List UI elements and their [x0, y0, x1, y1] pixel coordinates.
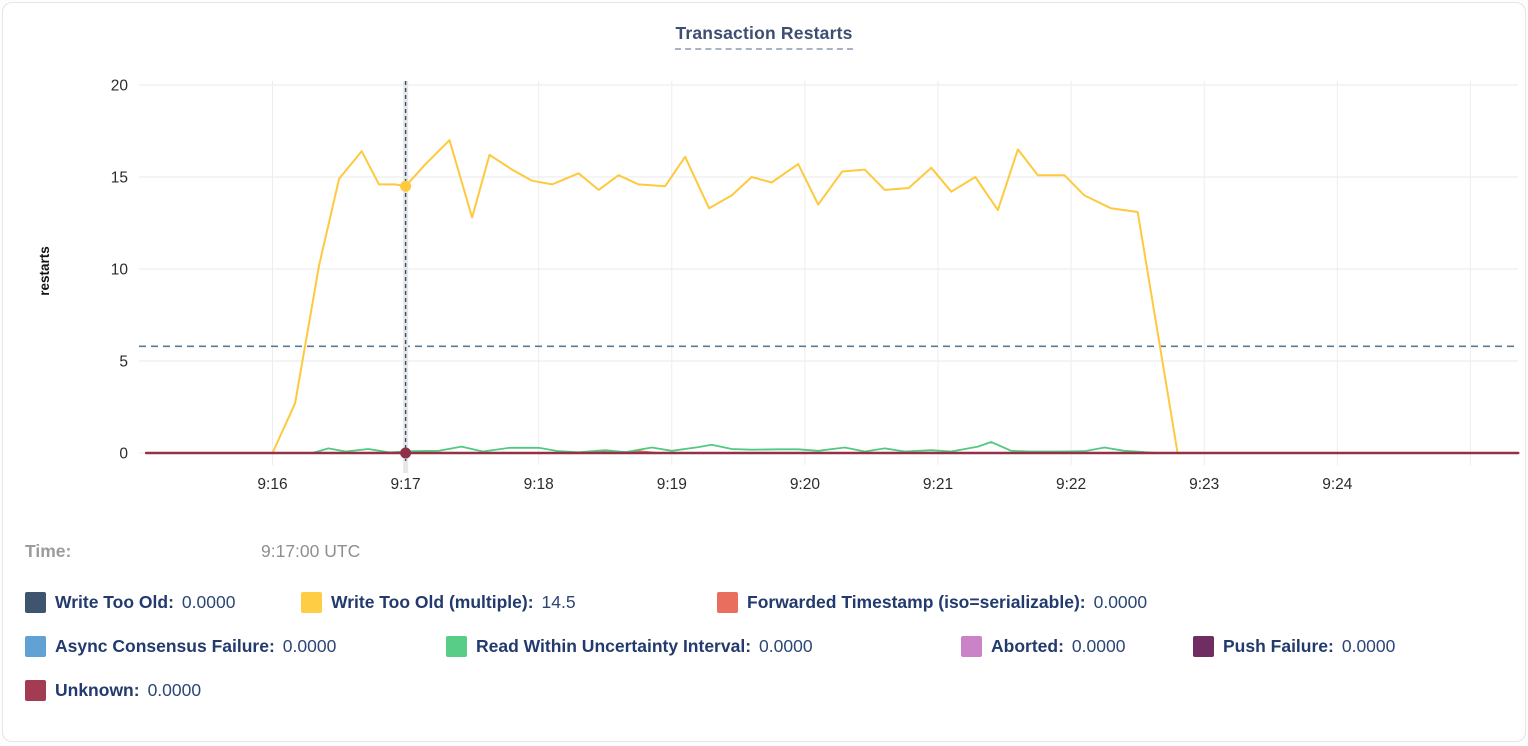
x-tick-label: 9:16 [257, 476, 287, 493]
legend-swatch-icon [25, 679, 46, 701]
y-tick-label: 10 [111, 262, 129, 279]
legend-label: Write Too Old (multiple): [331, 591, 534, 612]
y-tick-label: 0 [119, 446, 128, 463]
legend-swatch-icon [446, 635, 467, 657]
legend: Write Too Old: 0.0000 Write Too Old (multi… [25, 590, 1515, 722]
legend-swatch-icon [961, 635, 982, 657]
legend-item[interactable]: Read Within Uncertainty Interval: 0.0000 [446, 635, 961, 657]
legend-value: 0.0000 [1093, 591, 1148, 612]
legend-row-3: Unknown: 0.0000 [25, 678, 1515, 702]
legend-value: 0.0000 [759, 635, 813, 656]
gridlines [139, 81, 1518, 465]
y-tick-label: 5 [119, 354, 128, 371]
legend-item[interactable]: Unknown: 0.0000 [25, 679, 202, 701]
legend-row-1: Write Too Old: 0.0000 Write Too Old (multi… [25, 590, 1515, 614]
legend-item[interactable]: Aborted: 0.0000 [961, 635, 1193, 657]
legend-item[interactable]: Forwarded Timestamp (iso=serializable): 0… [717, 591, 1148, 613]
tooltip-time-row: Time: 9:17:00 UTC [25, 541, 360, 562]
time-label: Time: [25, 541, 72, 561]
legend-value: 0.0000 [181, 591, 236, 612]
axis-labels: 0 5 10 15 20 9:16 9:17 9:18 9:19 9:20 9:21 9:22 9:23… [111, 78, 1353, 494]
x-tick-label: 9:19 [657, 476, 687, 493]
legend-value: 0.0000 [1071, 635, 1126, 656]
hover-dot [400, 180, 412, 192]
series-line [311, 441, 1159, 454]
legend-swatch-icon [25, 635, 46, 657]
x-tick-label: 9:23 [1189, 476, 1219, 493]
time-value: 9:17:00 UTC [261, 541, 361, 561]
y-tick-label: 20 [111, 78, 129, 95]
transaction-restarts-chart[interactable]: 0 5 10 15 20 9:16 9:17 9:18 9:19 9:20 9:21 9:22 9:23… [2, 3, 1526, 513]
legend-item[interactable]: Push Failure: 0.0000 [1193, 635, 1396, 657]
legend-label: Push Failure: [1223, 635, 1334, 656]
y-tick-label: 15 [111, 170, 128, 187]
legend-value: 14.5 [541, 591, 576, 612]
legend-swatch-icon [301, 591, 322, 613]
x-tick-label: 9:18 [524, 476, 554, 493]
chart-title[interactable]: Transaction Restarts [675, 23, 853, 50]
legend-label: Aborted: [991, 635, 1064, 656]
legend-label: Async Consensus Failure: [55, 635, 275, 656]
y-axis-title: restarts [37, 246, 52, 296]
legend-item[interactable]: Async Consensus Failure: 0.0000 [25, 635, 446, 657]
legend-row-2: Async Consensus Failure: 0.0000 Read Withi… [25, 634, 1515, 658]
legend-label: Read Within Uncertainty Interval: [476, 635, 752, 656]
x-tick-label: 9:24 [1322, 476, 1353, 493]
legend-label: Write Too Old: [55, 591, 174, 612]
legend-value: 0.0000 [1341, 635, 1396, 656]
legend-value: 0.0000 [147, 679, 202, 700]
x-tick-label: 9:22 [1056, 476, 1086, 493]
legend-swatch-icon [717, 591, 738, 613]
legend-label: Forwarded Timestamp (iso=serializable): [747, 591, 1086, 612]
chart-title-wrap: Transaction Restarts [3, 23, 1525, 50]
legend-item[interactable]: Write Too Old (multiple): 14.5 [301, 591, 717, 613]
x-tick-label: 9:21 [923, 476, 953, 493]
x-tick-label: 9:17 [391, 476, 421, 493]
legend-label: Unknown: [55, 679, 140, 700]
legend-item[interactable]: Write Too Old: 0.0000 [25, 591, 301, 613]
x-tick-label: 9:20 [790, 476, 821, 493]
legend-swatch-icon [25, 591, 46, 613]
legend-value: 0.0000 [282, 635, 337, 656]
legend-swatch-icon [1193, 635, 1214, 657]
hover-dot [400, 447, 412, 459]
